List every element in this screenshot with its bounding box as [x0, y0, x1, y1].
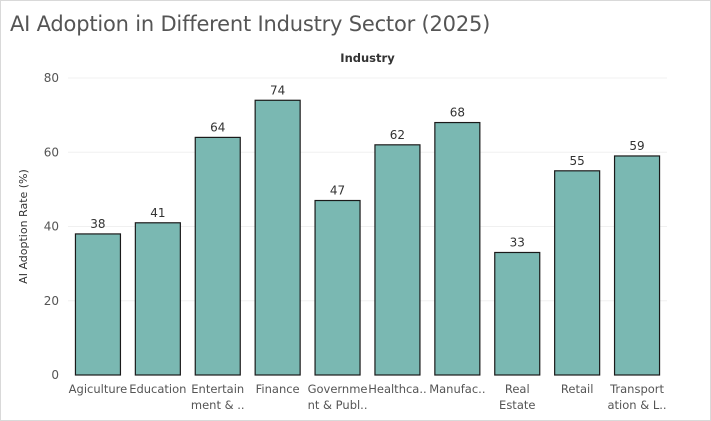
bar: [494, 251, 541, 376]
y-tick-label: 0: [51, 368, 59, 382]
bar: [554, 170, 601, 376]
bar-value-label: 68: [450, 106, 465, 120]
bar-value-label: 38: [90, 217, 105, 231]
x-tick-label: Transport ation & L..: [608, 382, 667, 412]
bar-value-label: 33: [510, 235, 525, 249]
y-tick-label: 60: [44, 145, 59, 159]
bar: [134, 222, 181, 376]
bar-value-label: 59: [629, 139, 644, 153]
x-tick-label: Finance: [256, 382, 300, 396]
x-tick-label: Agiculture: [69, 382, 128, 396]
x-tick-label: Education: [129, 382, 186, 396]
x-tick-label: Real Estate: [499, 382, 535, 412]
x-tick-label: Healthca..: [368, 382, 426, 396]
bar: [613, 155, 661, 376]
x-tick-label: Manufac..: [429, 382, 485, 396]
x-tick-label: Entertain ment & ..: [191, 382, 245, 412]
chart-title: AI Adoption in Different Industry Sector…: [10, 12, 491, 36]
bar: [374, 144, 421, 376]
bar-value-label: 41: [150, 206, 165, 220]
bar: [74, 233, 122, 376]
bar-value-label: 74: [270, 83, 285, 97]
y-axis-title: AI Adoption Rate (%): [17, 169, 30, 284]
column-header: Industry: [340, 51, 395, 65]
bar-value-label: 55: [570, 154, 585, 168]
bar: [434, 121, 481, 376]
y-tick-label: 20: [44, 294, 59, 308]
x-tick-label: Retail: [561, 382, 594, 396]
x-tick-label: Governme nt & Publ..: [308, 382, 368, 412]
bar-value-label: 62: [390, 128, 405, 142]
bar: [254, 99, 301, 376]
bar: [314, 199, 361, 376]
bar-value-label: 64: [210, 120, 225, 134]
y-tick-label: 80: [44, 71, 59, 85]
y-tick-label: 40: [44, 220, 59, 234]
bar-value-label: 47: [330, 184, 345, 198]
bar: [194, 136, 241, 376]
